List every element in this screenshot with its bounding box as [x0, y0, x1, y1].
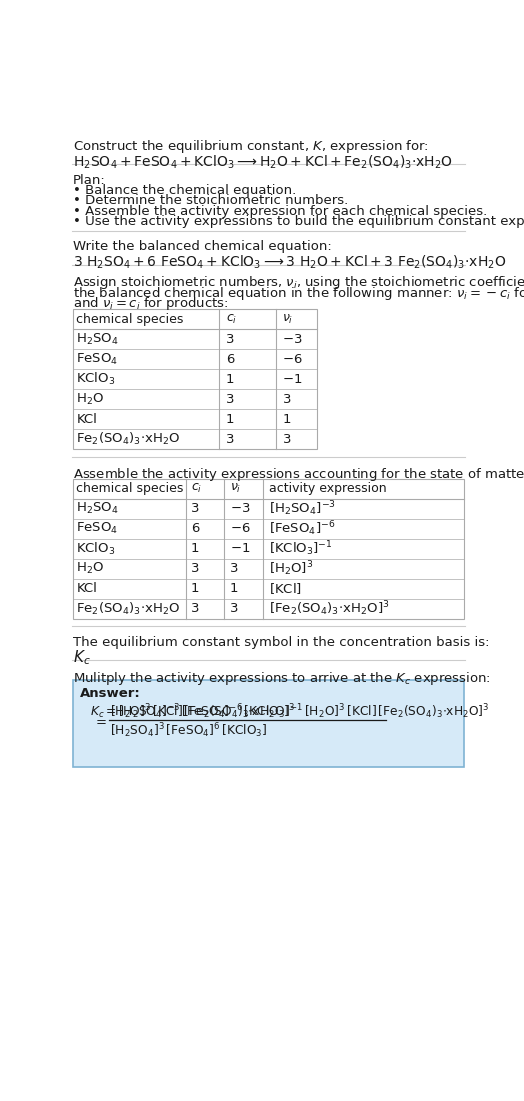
- Text: $[\mathrm{KClO_3}]^{-1}$: $[\mathrm{KClO_3}]^{-1}$: [268, 539, 332, 558]
- Text: 3: 3: [191, 502, 200, 515]
- Text: KCl: KCl: [77, 582, 97, 596]
- Text: 1: 1: [230, 582, 238, 596]
- Text: activity expression: activity expression: [268, 482, 386, 495]
- Text: $-6$: $-6$: [282, 352, 303, 366]
- Text: and $\nu_i = c_i$ for products:: and $\nu_i = c_i$ for products:: [73, 295, 229, 313]
- Text: $[\mathrm{Fe_2(SO_4)_3{\cdot}xH_2O}]^3$: $[\mathrm{Fe_2(SO_4)_3{\cdot}xH_2O}]^3$: [268, 599, 389, 618]
- Text: $[\mathrm{H_2SO_4}]^{-3}$: $[\mathrm{H_2SO_4}]^{-3}$: [268, 499, 335, 517]
- Text: $\mathrm{KClO_3}$: $\mathrm{KClO_3}$: [77, 371, 116, 388]
- Text: 6: 6: [191, 522, 200, 535]
- Text: 1: 1: [226, 373, 234, 385]
- Text: $\mathrm{3\ H_2SO_4 + 6\ FeSO_4 + KClO_3 \longrightarrow 3\ H_2O + KCl + 3\ Fe_2: $\mathrm{3\ H_2SO_4 + 6\ FeSO_4 + KClO_3…: [73, 253, 507, 271]
- Text: 1: 1: [226, 413, 234, 426]
- Text: $=$: $=$: [93, 713, 107, 727]
- Text: Plan:: Plan:: [73, 174, 106, 187]
- Text: Write the balanced chemical equation:: Write the balanced chemical equation:: [73, 240, 332, 253]
- Text: $[\mathrm{KCl}]$: $[\mathrm{KCl}]$: [268, 581, 301, 597]
- Text: Mulitply the activity expressions to arrive at the $K_c$ expression:: Mulitply the activity expressions to arr…: [73, 669, 491, 687]
- Bar: [73, 680, 464, 766]
- Text: $\mathrm{Fe_2(SO_4)_3{\cdot}xH_2O}$: $\mathrm{Fe_2(SO_4)_3{\cdot}xH_2O}$: [77, 432, 181, 447]
- Text: 3: 3: [230, 602, 238, 615]
- Text: 3: 3: [191, 563, 200, 575]
- Text: 3: 3: [226, 433, 234, 446]
- Text: $\mathrm{H_2O}$: $\mathrm{H_2O}$: [77, 392, 104, 407]
- Text: 1: 1: [191, 542, 200, 555]
- Text: $c_i$: $c_i$: [191, 482, 202, 495]
- Text: $-6$: $-6$: [230, 522, 250, 535]
- Text: 6: 6: [226, 352, 234, 366]
- Text: 3: 3: [282, 393, 291, 406]
- Text: 3: 3: [226, 393, 234, 406]
- Text: Assign stoichiometric numbers, $\nu_i$, using the stoichiometric coefficients, $: Assign stoichiometric numbers, $\nu_i$, …: [73, 274, 524, 291]
- Text: $\mathrm{FeSO_4}$: $\mathrm{FeSO_4}$: [77, 521, 118, 536]
- Text: 3: 3: [230, 563, 238, 575]
- Text: • Balance the chemical equation.: • Balance the chemical equation.: [73, 185, 297, 197]
- Text: $[\mathrm{H_2O}]^3$: $[\mathrm{H_2O}]^3$: [268, 559, 313, 578]
- Text: $-3$: $-3$: [230, 502, 250, 515]
- Text: $[\mathrm{H_2SO_4}]^3\,[\mathrm{FeSO_4}]^6\,[\mathrm{KClO_3}]$: $[\mathrm{H_2SO_4}]^3\,[\mathrm{FeSO_4}]…: [111, 721, 268, 740]
- Text: chemical species: chemical species: [77, 313, 184, 326]
- Text: $[\mathrm{H_2O}]^3\,[\mathrm{KCl}]\,[\mathrm{Fe_2(SO_4)_3{\cdot}xH_2O}]^3$: $[\mathrm{H_2O}]^3\,[\mathrm{KCl}]\,[\ma…: [111, 702, 296, 721]
- Text: $\mathrm{Fe_2(SO_4)_3{\cdot}xH_2O}$: $\mathrm{Fe_2(SO_4)_3{\cdot}xH_2O}$: [77, 601, 181, 617]
- Text: $\mathrm{FeSO_4}$: $\mathrm{FeSO_4}$: [77, 351, 118, 367]
- Text: $[\mathrm{FeSO_4}]^{-6}$: $[\mathrm{FeSO_4}]^{-6}$: [268, 520, 335, 538]
- Text: • Assemble the activity expression for each chemical species.: • Assemble the activity expression for e…: [73, 205, 487, 218]
- Text: $c_i$: $c_i$: [226, 313, 237, 326]
- Text: $\mathrm{H_2SO_4 + FeSO_4 + KClO_3 \longrightarrow H_2O + KCl + Fe_2(SO_4)_3{\cd: $\mathrm{H_2SO_4 + FeSO_4 + KClO_3 \long…: [73, 154, 453, 171]
- Text: 1: 1: [282, 413, 291, 426]
- Bar: [73, 479, 464, 619]
- Text: $\nu_i$: $\nu_i$: [230, 482, 241, 495]
- Text: $K_c$: $K_c$: [73, 648, 91, 667]
- Text: • Use the activity expressions to build the equilibrium constant expression.: • Use the activity expressions to build …: [73, 215, 524, 228]
- Text: $\mathrm{H_2SO_4}$: $\mathrm{H_2SO_4}$: [77, 501, 119, 516]
- Text: $-1$: $-1$: [230, 542, 250, 555]
- Text: $\nu_i$: $\nu_i$: [282, 313, 294, 326]
- Text: $-1$: $-1$: [282, 373, 303, 385]
- Text: 3: 3: [226, 333, 234, 346]
- Text: the balanced chemical equation in the following manner: $\nu_i = -c_i$ for react: the balanced chemical equation in the fo…: [73, 284, 524, 302]
- Bar: [73, 309, 318, 449]
- Text: $-3$: $-3$: [282, 333, 303, 346]
- Text: 3: 3: [282, 433, 291, 446]
- Text: $\mathrm{H_2O}$: $\mathrm{H_2O}$: [77, 562, 104, 576]
- Text: Answer:: Answer:: [80, 687, 140, 699]
- Text: The equilibrium constant symbol in the concentration basis is:: The equilibrium constant symbol in the c…: [73, 635, 490, 648]
- Text: • Determine the stoichiometric numbers.: • Determine the stoichiometric numbers.: [73, 195, 348, 207]
- Text: chemical species: chemical species: [77, 482, 184, 495]
- Text: Construct the equilibrium constant, $K$, expression for:: Construct the equilibrium constant, $K$,…: [73, 139, 429, 155]
- Text: $K_c = [\mathrm{H_2SO_4}]^{-3}\,[\mathrm{FeSO_4}]^{-6}\,[\mathrm{KClO_3}]^{-1}\,: $K_c = [\mathrm{H_2SO_4}]^{-3}\,[\mathrm…: [90, 702, 490, 721]
- Text: 1: 1: [191, 582, 200, 596]
- Text: Assemble the activity expressions accounting for the state of matter and $\nu_i$: Assemble the activity expressions accoun…: [73, 467, 524, 483]
- Text: $\mathrm{KClO_3}$: $\mathrm{KClO_3}$: [77, 541, 116, 557]
- Text: $\mathrm{H_2SO_4}$: $\mathrm{H_2SO_4}$: [77, 331, 119, 347]
- Text: 3: 3: [191, 602, 200, 615]
- Text: KCl: KCl: [77, 413, 97, 426]
